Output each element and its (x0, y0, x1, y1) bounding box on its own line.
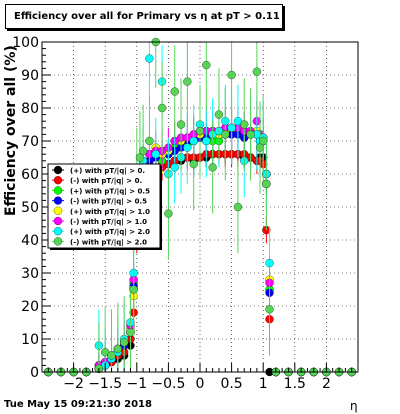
legend-box (47, 163, 161, 249)
legend-marker (53, 237, 63, 246)
legend-marker (53, 165, 63, 175)
y-tick-label: 70 (21, 134, 39, 150)
data-point (151, 150, 160, 159)
y-axis-title: Efficiency over all (%) (3, 45, 19, 216)
data-point (126, 328, 135, 337)
legend: (+) with pT/|q| > 0.(-) with pT/|q| > 0.… (47, 163, 162, 250)
data-point (138, 146, 148, 156)
data-point (227, 123, 236, 132)
y-tick-label: 30 (21, 266, 39, 282)
data-point (202, 136, 211, 146)
legend-label: (-) with pT/|q| > 0.5 (70, 198, 147, 207)
data-point (189, 159, 198, 169)
legend-label: (+) with pT/|q| > 0. (70, 167, 145, 176)
y-tick-label: 0 (30, 365, 39, 381)
legend-marker (53, 196, 63, 205)
legend-shadow (160, 166, 162, 250)
data-point (262, 179, 271, 189)
data-point (208, 163, 217, 172)
legend-label: (+) with pT/|q| > 2.0 (70, 228, 150, 237)
chart-title: Efficiency over all for Primary vs η at … (14, 11, 280, 22)
x-tick-label: −0.5 (151, 376, 185, 392)
data-point (202, 60, 211, 70)
x-tick-label: 0.5 (220, 376, 242, 392)
x-tick-label: 2 (322, 376, 331, 392)
legend-label: (-) with pT/|q| > 1.0 (70, 218, 147, 227)
y-tick-label: 80 (21, 101, 39, 117)
x-tick-label: −2 (63, 376, 84, 392)
x-tick-label: 1.5 (284, 376, 306, 392)
data-point (183, 77, 192, 86)
data-point (170, 87, 179, 96)
data-point (129, 285, 138, 294)
legend-label: (-) with pT/|q| > 0. (70, 177, 142, 186)
legend-marker (53, 216, 63, 226)
legend-label: (+) with pT/|q| > 1.0 (70, 208, 150, 217)
legend-label: (-) with pT/|q| > 2.0 (70, 238, 147, 247)
data-point (183, 143, 192, 152)
legend-marker (53, 206, 63, 215)
x-tick-label: −1 (126, 376, 147, 392)
chart-title-box: Efficiency over all for Primary vs η at … (5, 4, 283, 29)
data-point (157, 103, 167, 113)
legend-label: (+) with pT/|q| > 0.5 (70, 187, 150, 196)
footer-timestamp: Tue May 15 09:21:30 2018 (4, 399, 152, 410)
x-tick-label: −1.5 (88, 376, 122, 392)
data-point (101, 348, 110, 357)
data-point (214, 110, 224, 119)
data-point (259, 136, 268, 146)
legend-shadow (50, 248, 162, 250)
x-tick-label: 1 (259, 376, 268, 392)
data-point (240, 120, 249, 129)
legend-marker (53, 176, 63, 185)
y-tick-label: 50 (21, 200, 39, 216)
y-tick-label: 100 (12, 35, 39, 51)
data-point (176, 120, 186, 129)
y-tick-label: 90 (21, 68, 39, 84)
data-point (164, 209, 173, 218)
data-point (145, 136, 154, 146)
legend-marker (53, 186, 63, 195)
x-axis-title: η (350, 399, 358, 413)
y-tick-label: 10 (21, 332, 39, 348)
data-point (233, 117, 243, 126)
data-point (265, 305, 274, 314)
legend-marker (53, 227, 63, 236)
tick-layer: −2 −1.5 −1 −0.5 0 0.5 1 1.5 20102030405060708090… (12, 35, 359, 392)
data-point (170, 163, 179, 172)
data-point (252, 67, 262, 76)
data-point (233, 202, 243, 212)
y-tick-label: 60 (21, 167, 39, 183)
y-tick-label: 40 (21, 233, 39, 249)
data-point (227, 70, 236, 80)
data-point (113, 344, 122, 354)
x-tick-label: 0 (196, 376, 205, 392)
data-point (246, 130, 255, 139)
data-point (221, 130, 230, 139)
data-point (145, 54, 154, 63)
y-tick-label: 20 (21, 299, 39, 315)
data-point (107, 351, 116, 360)
data-point (120, 338, 129, 347)
data-point (195, 126, 205, 136)
